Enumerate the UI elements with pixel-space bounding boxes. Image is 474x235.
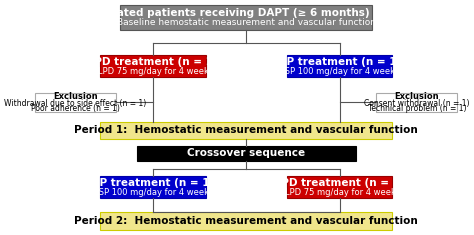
Text: Poor adherence (n = 1): Poor adherence (n = 1) <box>31 104 120 113</box>
Text: DES-treated patients receiving DAPT (≥ 6 months) (n = 30): DES-treated patients receiving DAPT (≥ 6… <box>72 8 420 18</box>
FancyBboxPatch shape <box>287 176 392 198</box>
Text: Exclusion: Exclusion <box>394 92 439 101</box>
Text: Technical problem (n = 1): Technical problem (n = 1) <box>367 104 466 113</box>
Text: Crossover sequence: Crossover sequence <box>187 149 305 158</box>
FancyBboxPatch shape <box>120 5 372 30</box>
Text: Withdrawal due to side effect (n = 1): Withdrawal due to side effect (n = 1) <box>4 99 147 108</box>
FancyBboxPatch shape <box>137 146 356 161</box>
Text: CLPD treatment (n = 15): CLPD treatment (n = 15) <box>80 57 225 67</box>
FancyBboxPatch shape <box>100 121 392 139</box>
Text: Exclusion: Exclusion <box>53 92 98 101</box>
FancyBboxPatch shape <box>287 55 392 78</box>
FancyBboxPatch shape <box>100 55 206 78</box>
Text: ASP 100 mg/day for 4 weeks: ASP 100 mg/day for 4 weeks <box>92 188 213 197</box>
Text: Baseline hemostatic measurement and vascular function: Baseline hemostatic measurement and vasc… <box>117 18 376 27</box>
FancyBboxPatch shape <box>376 93 457 112</box>
Text: ASP treatment (n = 15): ASP treatment (n = 15) <box>271 57 408 67</box>
FancyBboxPatch shape <box>100 212 392 230</box>
Text: ASP 100 mg/day for 4 weeks: ASP 100 mg/day for 4 weeks <box>279 67 400 76</box>
FancyBboxPatch shape <box>35 93 116 112</box>
Text: CLPD 75 mg/day for 4 weeks: CLPD 75 mg/day for 4 weeks <box>92 67 213 76</box>
Text: ASP treatment (n = 13): ASP treatment (n = 13) <box>84 178 221 188</box>
Text: Period 1:  Hemostatic measurement and vascular function: Period 1: Hemostatic measurement and vas… <box>74 125 418 135</box>
Text: Period 2:  Hemostatic measurement and vascular function: Period 2: Hemostatic measurement and vas… <box>74 216 418 226</box>
Text: Consent withdrawal (n = 1): Consent withdrawal (n = 1) <box>364 99 470 108</box>
FancyBboxPatch shape <box>100 176 206 198</box>
Text: CLPD 75 mg/day for 4 weeks: CLPD 75 mg/day for 4 weeks <box>279 188 400 197</box>
Text: CLPD treatment (n = 13): CLPD treatment (n = 13) <box>267 178 412 188</box>
